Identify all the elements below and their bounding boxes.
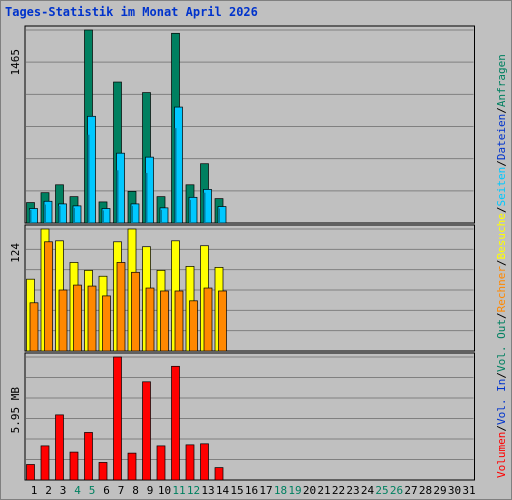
x-tick-label-day-21: 21 (317, 484, 330, 497)
bar-seiten-day-9 (145, 172, 148, 223)
bar-seiten-day-2 (44, 204, 46, 223)
x-tick-label-day-13: 13 (201, 484, 214, 497)
legend-item-10: Seiten (495, 167, 508, 207)
x-tick-label-day-2: 2 (45, 484, 52, 497)
bar-volumen-day-5 (84, 432, 93, 481)
x-tick-label-day-20: 20 (303, 484, 316, 497)
bar-seiten-day-3 (58, 205, 61, 223)
x-tick-label-day-6: 6 (103, 484, 110, 497)
x-tick-label-day-27: 27 (404, 484, 417, 497)
x-tick-label-day-23: 23 (346, 484, 359, 497)
bar-volumen-day-1 (26, 464, 35, 481)
x-tick-label-day-16: 16 (245, 484, 258, 497)
x-tick-label-day-5: 5 (89, 484, 96, 497)
legend-item-0: Volumen (495, 432, 508, 478)
x-tick-label-day-14: 14 (216, 484, 230, 497)
bar-seiten-day-14 (218, 208, 220, 223)
right-legend: Volumen/Vol. In/Vol. Out/Rechner/Besuche… (495, 54, 508, 478)
bar-seiten-day-10 (160, 209, 162, 223)
bar-seiten-day-7 (116, 170, 119, 223)
chart-title: Tages-Statistik im Monat April 2026 (5, 5, 258, 19)
bar-rechner-day-7 (116, 262, 126, 352)
panel-2-y-tick-label: 5.95 MB (9, 387, 22, 434)
bar-volumen-day-13 (200, 443, 209, 481)
x-tick-label-day-15: 15 (230, 484, 243, 497)
bar-rechner-day-4 (73, 284, 82, 352)
legend-item-6: Rechner (495, 266, 508, 313)
x-tick-label-day-19: 19 (288, 484, 301, 497)
bar-seiten-day-6 (102, 210, 104, 223)
bar-seiten-day-12 (189, 199, 191, 223)
x-tick-label-day-11: 11 (172, 484, 185, 497)
legend-item-14: Anfragen (495, 54, 508, 107)
bar-volumen-day-2 (40, 445, 50, 481)
bar-seiten-day-8 (131, 205, 133, 223)
x-tick-label-day-22: 22 (332, 484, 345, 497)
bar-rechner-day-2 (44, 241, 53, 352)
x-tick-label-day-9: 9 (147, 484, 154, 497)
legend-item-8: Besuche (495, 213, 508, 259)
x-tick-label-day-8: 8 (132, 484, 139, 497)
legend-item-3: / (495, 372, 508, 379)
legend-item-7: / (495, 259, 508, 266)
x-tick-label-day-3: 3 (60, 484, 67, 497)
bar-rechner-day-13 (203, 287, 213, 352)
x-tick-label-day-10: 10 (158, 484, 171, 497)
x-tick-label-day-1: 1 (31, 484, 38, 497)
bar-volumen-day-10 (156, 445, 166, 481)
bar-volumen-day-8 (127, 452, 137, 481)
bar-rechner-day-6 (102, 295, 111, 352)
bar-rechner-day-9 (145, 287, 155, 352)
legend-item-5: / (495, 312, 508, 319)
legend-item-4: Vol. Out (495, 319, 508, 372)
x-tick-label-day-31: 31 (462, 484, 475, 497)
bar-seiten-day-5 (87, 134, 90, 223)
x-tick-label-day-24: 24 (361, 484, 375, 497)
panel-1-y-tick-label: 124 (9, 243, 22, 263)
x-tick-label-day-26: 26 (390, 484, 403, 497)
bar-volumen-day-3 (55, 414, 64, 481)
x-tick-label-day-18: 18 (274, 484, 287, 497)
legend-item-2: Vol. In (495, 379, 508, 425)
x-tick-label-day-25: 25 (375, 484, 388, 497)
x-tick-label-day-4: 4 (74, 484, 81, 497)
bar-seiten-day-11 (174, 128, 177, 223)
legend-item-9: / (495, 206, 508, 213)
panel-0-area (24, 25, 475, 224)
x-tick-label-day-28: 28 (419, 484, 432, 497)
bar-volumen-day-14 (214, 467, 224, 481)
bar-volumen-day-9 (142, 381, 151, 481)
bar-rechner-day-8 (131, 271, 140, 352)
bar-volumen-day-7 (113, 356, 122, 481)
panel-2-area (24, 352, 475, 481)
bar-rechner-day-3 (58, 289, 68, 352)
bar-seiten-day-1 (29, 209, 32, 223)
bar-rechner-day-1 (29, 302, 39, 352)
bar-seiten-day-13 (203, 192, 206, 223)
legend-item-11: / (495, 160, 508, 167)
bar-volumen-day-6 (98, 462, 108, 481)
x-tick-label-day-29: 29 (433, 484, 446, 497)
bar-rechner-day-12 (189, 300, 198, 352)
x-tick-label-day-17: 17 (259, 484, 272, 497)
legend-item-1: / (495, 425, 508, 432)
legend-item-12: Dateien (495, 114, 508, 160)
bar-rechner-day-14 (218, 290, 227, 352)
bar-volumen-day-12 (185, 444, 195, 481)
bar-seiten-day-4 (73, 207, 75, 223)
bar-volumen-day-4 (69, 451, 79, 481)
bar-rechner-day-10 (160, 290, 169, 352)
bar-rechner-day-11 (174, 290, 184, 352)
bar-volumen-day-11 (171, 365, 180, 481)
bar-rechner-day-5 (87, 285, 97, 352)
panel-0-y-tick-label: 1465 (9, 49, 22, 76)
legend-item-13: / (495, 107, 508, 114)
x-tick-label-day-30: 30 (448, 484, 461, 497)
x-tick-label-day-12: 12 (187, 484, 200, 497)
x-tick-label-day-7: 7 (118, 484, 125, 497)
